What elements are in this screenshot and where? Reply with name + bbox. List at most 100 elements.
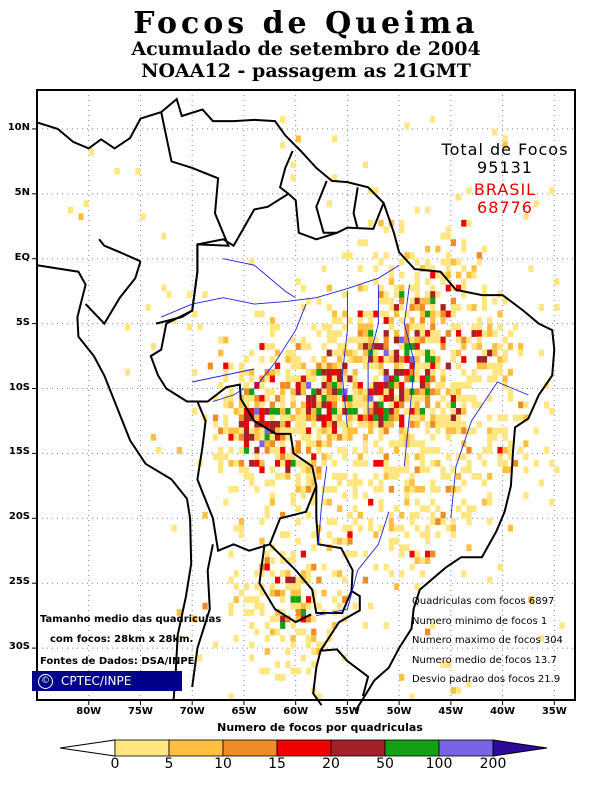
fire-cell <box>290 602 296 610</box>
fire-cell <box>223 427 229 435</box>
fire-cell <box>269 414 275 422</box>
fire-cell <box>228 609 234 616</box>
fire-cell <box>233 459 239 467</box>
fire-cell <box>311 440 317 448</box>
fire-cell <box>378 433 384 441</box>
fire-cell <box>306 375 312 383</box>
fire-cell <box>373 563 379 571</box>
fire-cell <box>321 563 327 571</box>
fire-cell <box>306 485 312 493</box>
fire-cell <box>378 382 384 389</box>
fire-cell <box>425 505 431 513</box>
fire-cell <box>306 511 312 519</box>
fire-cell <box>342 408 348 415</box>
fire-cell <box>300 284 306 292</box>
fire-cell <box>295 596 301 603</box>
colorbar-swatch <box>114 739 170 757</box>
fire-cell <box>461 479 467 487</box>
fire-cell <box>264 635 270 642</box>
fire-cell <box>450 687 456 694</box>
fire-cell <box>352 459 358 467</box>
fire-cell <box>290 349 296 357</box>
fire-cell <box>347 550 353 558</box>
fire-cell <box>352 485 358 493</box>
fire-cell <box>357 336 363 344</box>
fire-cell <box>487 362 493 370</box>
fire-cell <box>249 408 255 415</box>
fire-cell <box>383 563 389 571</box>
fire-cell <box>388 485 394 493</box>
fire-cell <box>342 433 348 441</box>
fire-cell <box>445 524 451 532</box>
fire-cell <box>357 524 363 532</box>
fire-cell <box>300 343 306 350</box>
fire-cell <box>487 375 493 383</box>
fire-cell <box>326 485 332 493</box>
fire-cell <box>357 356 363 363</box>
fire-cell <box>290 395 296 402</box>
fire-cell <box>373 440 379 448</box>
fire-cell <box>280 615 286 623</box>
fire-cell <box>445 433 451 441</box>
fire-cell <box>471 265 477 272</box>
fire-cell <box>399 284 405 292</box>
fire-cell <box>331 459 338 467</box>
fire-cell <box>352 427 358 435</box>
fire-cell <box>430 265 436 272</box>
fire-cell <box>388 401 394 409</box>
fire-cell <box>476 317 482 324</box>
fire-cell <box>337 362 343 370</box>
fire-cell <box>311 635 317 642</box>
fire-cell <box>445 284 451 292</box>
fire-cell <box>404 459 410 467</box>
fire-cell <box>295 485 301 493</box>
fire-cell <box>430 116 436 123</box>
fire-cell <box>192 408 198 415</box>
fire-cell <box>487 433 493 441</box>
fire-cell <box>316 388 322 396</box>
fire-cell <box>269 317 275 324</box>
fire-cell <box>275 609 281 616</box>
fire-cell <box>295 609 301 616</box>
fire-cell <box>280 453 286 461</box>
fire-cell <box>378 310 384 318</box>
fire-cell <box>388 375 394 383</box>
fire-cell <box>440 317 446 324</box>
fire-cell <box>290 356 296 363</box>
fire-cell <box>264 511 270 519</box>
fire-cell <box>212 395 219 402</box>
fire-cell <box>259 382 265 389</box>
fire-cell <box>409 485 415 493</box>
fire-cell <box>492 343 498 350</box>
fire-cell <box>285 472 291 480</box>
fire-cell <box>512 459 519 467</box>
fire-cell <box>425 310 431 318</box>
fire-cell <box>264 433 270 441</box>
fire-cell <box>295 505 301 513</box>
fire-cell <box>342 421 348 428</box>
fire-cell <box>502 336 508 344</box>
fire-cell <box>502 433 508 441</box>
fire-cell <box>518 446 524 454</box>
bolivia-border <box>196 383 318 553</box>
fire-cell <box>331 472 338 480</box>
fire-cell <box>254 401 260 409</box>
fire-cell <box>393 401 400 409</box>
fire-cell <box>243 388 250 396</box>
fire-cell <box>399 401 405 409</box>
fire-cell <box>311 615 317 623</box>
fire-cell <box>404 395 410 402</box>
fire-cell <box>269 583 275 590</box>
fire-cell <box>306 343 312 350</box>
fire-cell <box>388 421 394 428</box>
fire-cell <box>393 382 400 389</box>
fire-cell <box>481 479 488 487</box>
fire-cell <box>295 356 301 363</box>
fire-cell <box>311 395 317 402</box>
fire-cell <box>259 466 265 474</box>
fire-cell <box>233 583 239 590</box>
fire-cell <box>393 583 400 590</box>
brasil-value: 68776 <box>477 198 533 217</box>
fire-cell <box>538 349 544 357</box>
fire-cell <box>352 472 358 480</box>
